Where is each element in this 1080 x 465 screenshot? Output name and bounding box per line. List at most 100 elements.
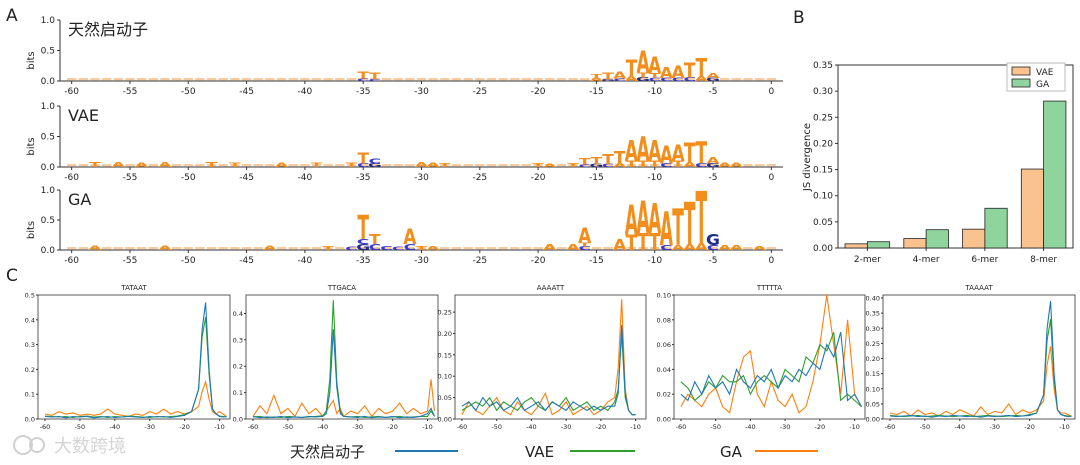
logo-background-letter — [451, 78, 462, 81]
logo-background-letter — [311, 78, 322, 81]
logo-background-letter — [755, 164, 765, 167]
logo-x-tick-label: -5 — [709, 87, 718, 97]
logo-background-letter — [568, 78, 578, 81]
logo-background-letter — [580, 78, 590, 81]
bar-y-tick-label: 0.30 — [813, 87, 833, 97]
bar-x-tick-label: 4-mer — [913, 255, 940, 265]
motif-plot-frame — [454, 294, 647, 420]
motif-line-natural — [680, 332, 862, 407]
logo-background-letter — [113, 78, 123, 81]
logo-letter: C — [613, 78, 626, 82]
logo-background-letter — [218, 164, 228, 167]
motif-line-vae — [889, 319, 1072, 418]
logo-letter: G — [368, 162, 382, 168]
logo-background-letter — [346, 164, 357, 167]
logo-letter: T — [696, 178, 708, 261]
logo-background-letter — [218, 78, 228, 81]
logo-x-tick-label: -20 — [531, 173, 546, 183]
logo-background-letter — [685, 247, 695, 250]
logo-background-letter — [568, 247, 578, 250]
logo-background-letter — [720, 247, 730, 250]
logo-background-letter — [160, 164, 170, 167]
logo-letter: A — [590, 77, 604, 82]
logo-letter: A — [660, 204, 673, 257]
logo-background-letter — [615, 247, 625, 250]
logo-background-letter — [556, 164, 567, 167]
motif-plot-taaaat: TAAAAT 0.00 0.05 0.10 0.15 0.20 0.25 0.30 0.35 0.… — [866, 284, 1076, 431]
logo-x-tick-label: 0 — [768, 87, 774, 97]
logo-letter: A — [578, 223, 591, 248]
motif-x-tick-label: -60 — [885, 423, 896, 431]
logo-background-letter — [720, 78, 730, 81]
logo-background-letter — [533, 247, 543, 250]
logo-background-letter — [603, 164, 613, 167]
bar-legend-swatch-vae — [1011, 66, 1031, 76]
logo-letter: T — [696, 135, 708, 171]
logo-background-letter — [265, 247, 275, 250]
logo-background-letter — [591, 247, 602, 250]
logo-background-letter — [241, 78, 252, 81]
logo-y-axis-label: bits — [26, 51, 37, 69]
logo-x-tick-label: -35 — [356, 87, 371, 97]
logo-letter: C — [380, 245, 393, 251]
logo-background-letter — [463, 247, 473, 250]
logo-background-letter — [638, 164, 648, 167]
motif-line-vae — [252, 300, 435, 419]
logo-letter: A — [158, 161, 171, 169]
motif-x-tick-label: -40 — [745, 423, 756, 431]
logo-letter: T — [346, 162, 358, 169]
logo-background-letter — [346, 78, 357, 81]
logo-background-letter — [603, 247, 613, 250]
logo-x-tick-label: 0 — [768, 256, 774, 266]
logo-track-1: 0.00.51.0-60 -55 -50 -45 -40 -35 -30 -25 -20 -15-… — [26, 102, 783, 183]
logo-background-letter — [486, 164, 497, 167]
logo-background-letter — [533, 164, 543, 167]
logo-background-letter — [405, 247, 415, 250]
logo-background-letter — [416, 164, 427, 167]
logo-background-letter — [405, 78, 415, 81]
bar-x-tick-label: 2-mer — [854, 255, 881, 265]
logo-background-letter — [253, 164, 263, 167]
motif-x-tick-label: -10 — [1059, 423, 1070, 431]
logo-background-letter — [428, 78, 438, 81]
logo-letter: A — [683, 161, 696, 169]
logo-background-letter — [720, 164, 730, 167]
logo-background-letter — [288, 247, 298, 250]
logo-background-letter — [463, 164, 473, 167]
logo-background-letter — [148, 164, 158, 167]
logo-x-tick-label: -10 — [647, 256, 662, 266]
logo-letter: T — [229, 162, 241, 169]
logo-letter: A — [403, 224, 416, 249]
logo-letter: T — [637, 72, 649, 80]
logo-y-tick-label: 0.5 — [41, 216, 55, 226]
motif-x-tick-label: -20 — [815, 423, 826, 431]
logo-y-tick-label: 0.5 — [41, 47, 55, 57]
logo-letter: A — [718, 162, 731, 169]
logo-background-letter — [288, 164, 298, 167]
logo-track-0: 0.00.51.0-60 -55 -50 -45 -40 -35 -30 -25 -20 -15-… — [26, 16, 783, 97]
bar-y-tick-label: 0.25 — [813, 113, 833, 123]
logo-background-letter — [591, 78, 602, 81]
logo-background-letter — [498, 164, 508, 167]
logo-letter: A — [648, 134, 662, 168]
logo-background-letter — [405, 164, 415, 167]
logo-x-tick-label: -55 — [123, 173, 138, 183]
logo-background-letter — [743, 78, 753, 81]
logo-background-letter — [428, 164, 438, 167]
logo-background-letter — [125, 164, 135, 167]
motif-y-tick-label: 0.2 — [25, 366, 35, 374]
bar-x-tick-label: 6-mer — [971, 255, 998, 265]
logo-background-letter — [533, 78, 543, 81]
logo-background-letter — [673, 78, 683, 81]
logo-letter: A — [263, 245, 276, 252]
logo-letter: A — [543, 243, 557, 252]
logo-background-letter — [206, 247, 217, 250]
logo-background-letter — [300, 247, 310, 250]
motif-x-tick-label: -50 — [75, 423, 86, 431]
logo-background-letter — [498, 78, 508, 81]
watermark-text: 大数跨境 — [54, 436, 126, 457]
logo-letter: T — [567, 162, 579, 168]
logo-background-letter — [673, 247, 683, 250]
bottom-legend: 天然启动子 VAE GA — [290, 443, 818, 461]
legend-label-vae: VAE — [525, 443, 554, 461]
